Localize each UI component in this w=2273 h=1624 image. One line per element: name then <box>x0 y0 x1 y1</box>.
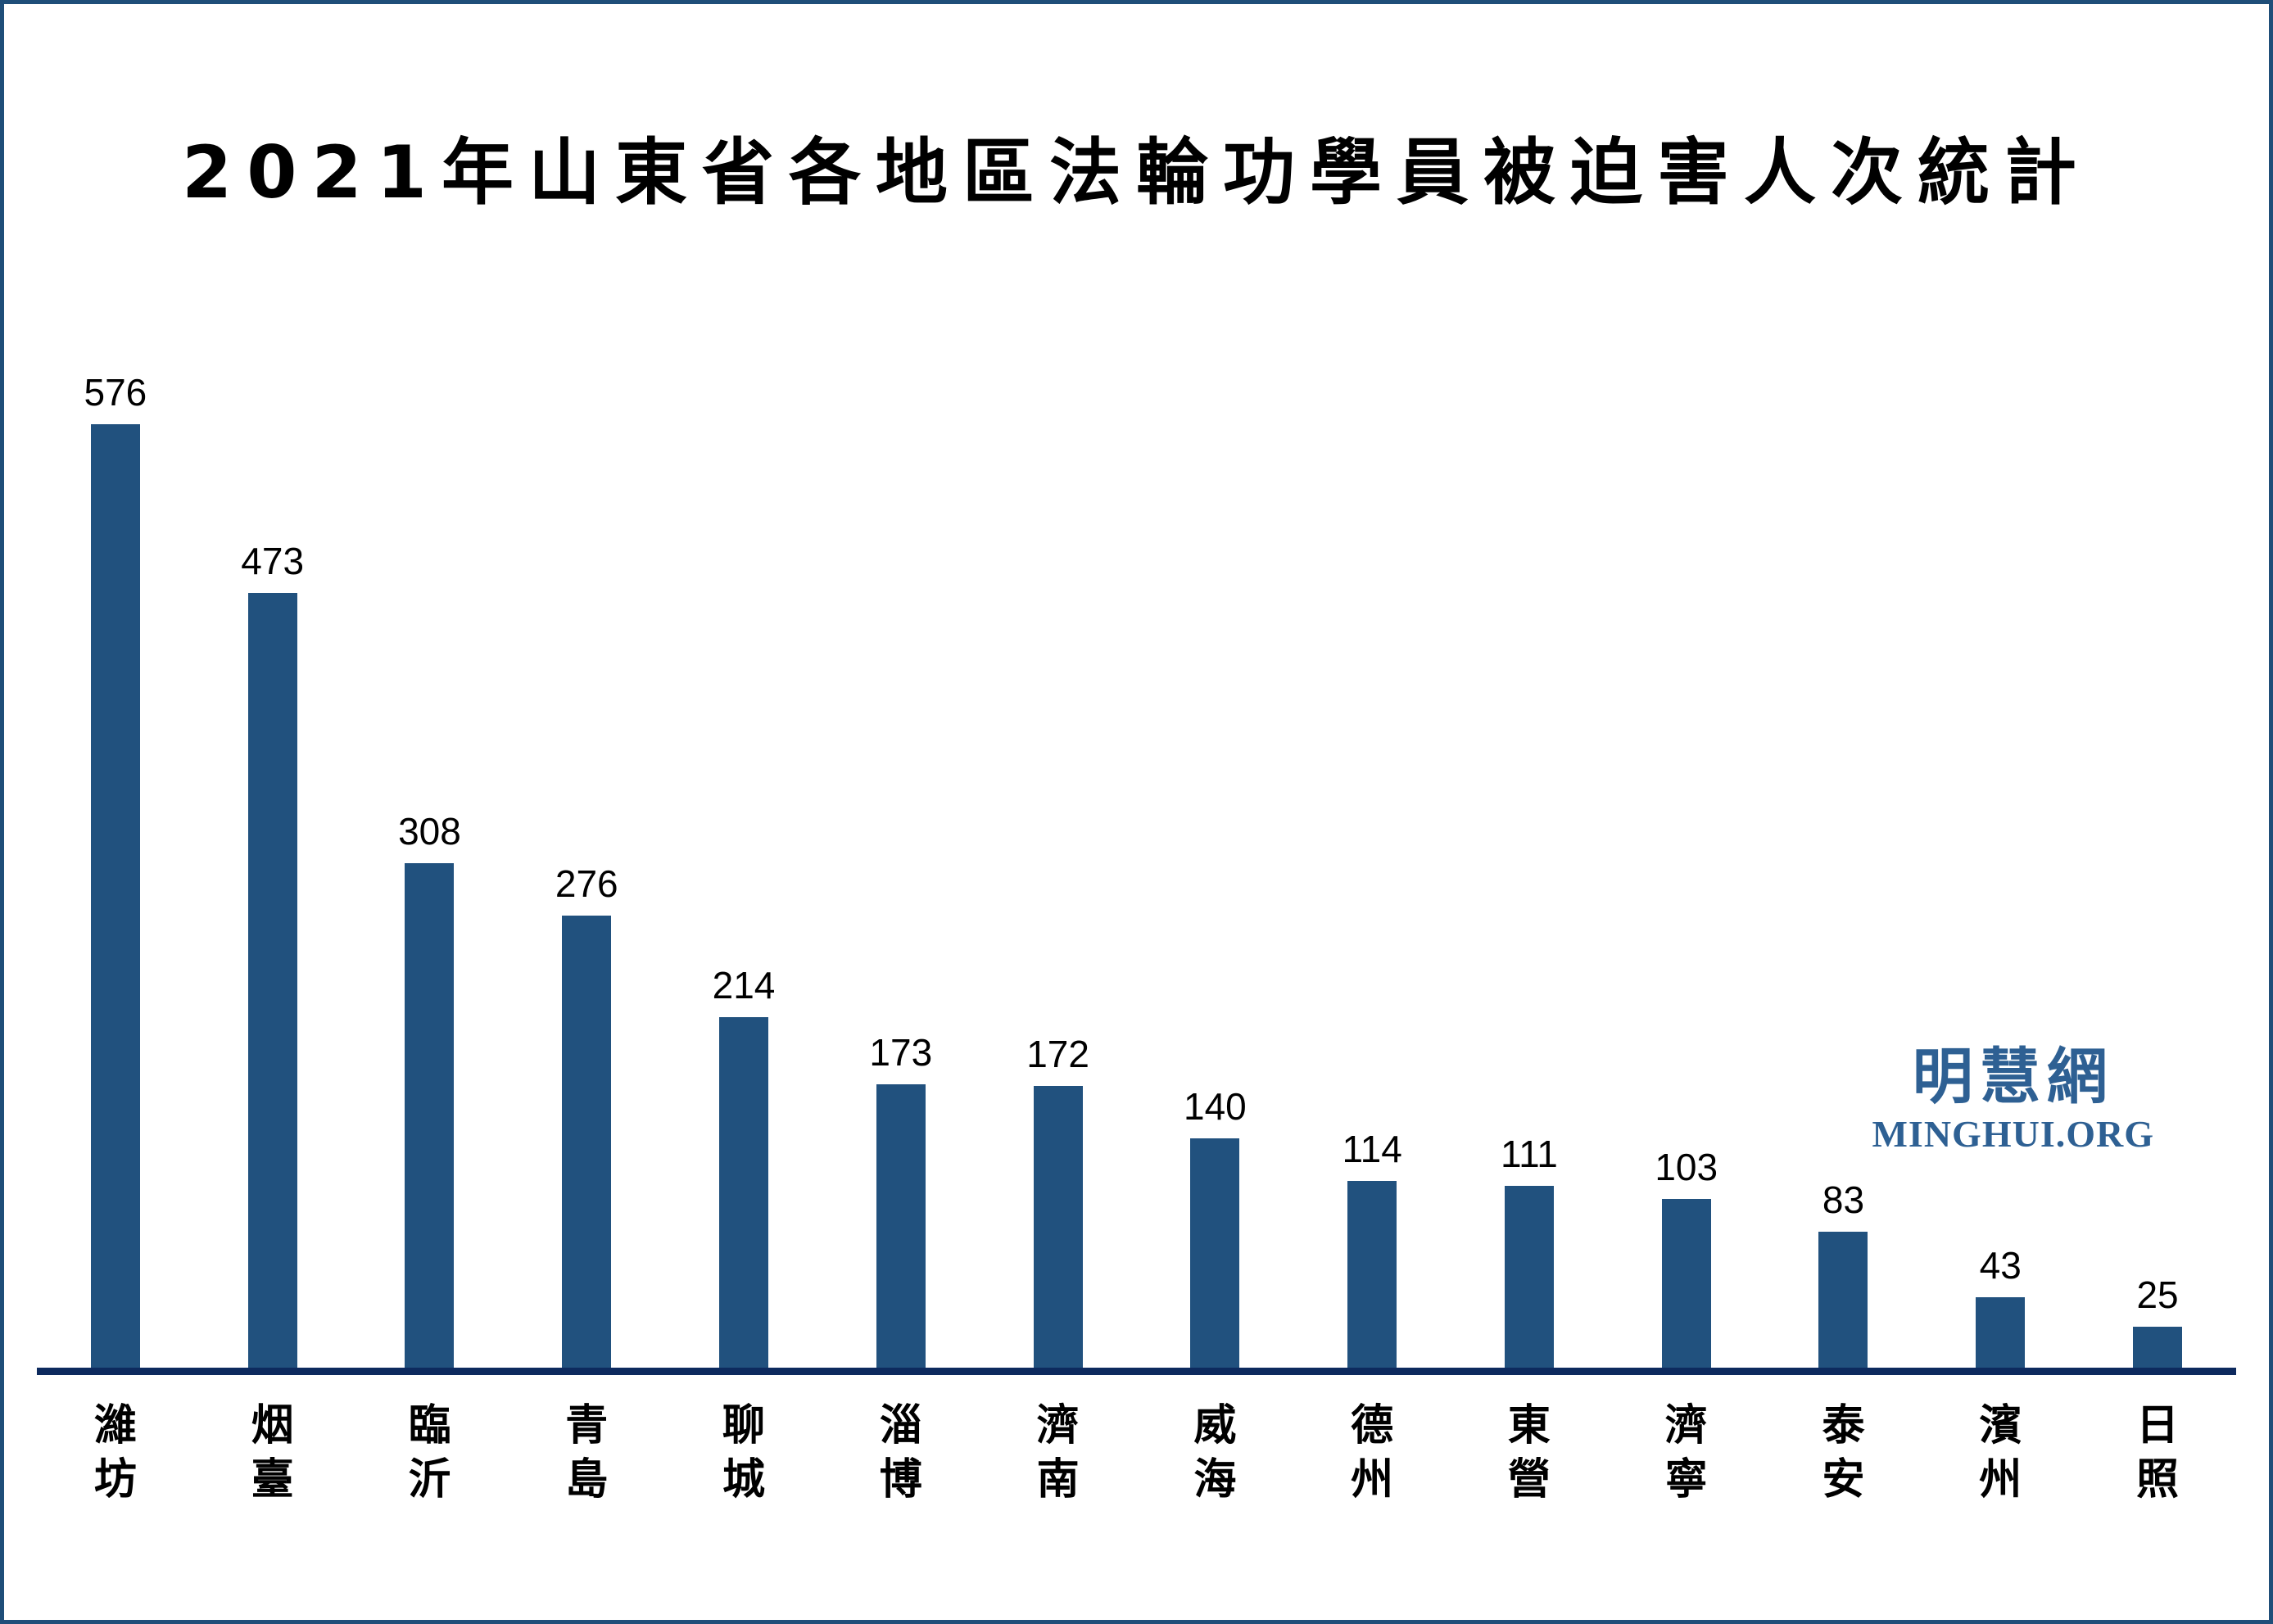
bar-value-label: 114 <box>1342 1128 1402 1170</box>
bar <box>719 1017 769 1368</box>
bar-value-label: 308 <box>398 810 461 853</box>
bar-value-label: 214 <box>712 964 776 1007</box>
category-label: 濟 寧 <box>1664 1401 1708 1504</box>
bar-column: 111 <box>1451 1135 1608 1368</box>
bar-value-label: 43 <box>1979 1244 2022 1287</box>
bar-column: 276 <box>508 865 665 1368</box>
category-label: 威 海 <box>1193 1401 1237 1504</box>
x-axis-line <box>37 1368 2236 1375</box>
category-label: 濰 坊 <box>93 1401 137 1504</box>
bar-value-label: 576 <box>84 371 147 414</box>
bar-column: 103 <box>1608 1148 1765 1368</box>
bar <box>247 593 297 1368</box>
bar-column: 114 <box>1293 1130 1451 1368</box>
bar-column: 140 <box>1136 1088 1293 1368</box>
bar <box>1504 1186 1554 1368</box>
bar-column: 473 <box>194 542 351 1368</box>
bar <box>90 424 140 1368</box>
bar <box>1347 1181 1397 1368</box>
bar-column: 308 <box>351 812 509 1368</box>
bar-column: 83 <box>1765 1181 1922 1368</box>
bar-value-label: 111 <box>1500 1133 1558 1175</box>
category-label: 臨 沂 <box>408 1401 451 1504</box>
category-label: 東 營 <box>1507 1401 1551 1504</box>
x-axis-category-labels: 濰 坊烟 臺臨 沂青 島聊 城淄 博濟 南威 海德 州東 營濟 寧泰 安濱 州日… <box>37 1399 2236 1507</box>
bar-chart-plot-area: 576 473 308 276 214 173 172 140 114 111 103 83 43 25 <box>37 373 2236 1368</box>
category-label: 日 照 <box>2136 1401 2180 1504</box>
bar-column: 25 <box>2079 1276 2236 1368</box>
category-label: 德 州 <box>1351 1401 1394 1504</box>
bar-column: 43 <box>1922 1246 2079 1368</box>
minghui-logo-latin: MINGHUI.ORG <box>1872 1113 2154 1155</box>
bar <box>562 916 612 1368</box>
bar <box>876 1084 926 1368</box>
category-label: 烟 臺 <box>251 1401 294 1504</box>
bar-column: 576 <box>37 373 194 1368</box>
bar-value-label: 140 <box>1183 1085 1247 1128</box>
bar <box>405 863 455 1368</box>
minghui-logo: 明慧網 MINGHUI.ORG <box>1872 1047 2155 1153</box>
bar-value-label: 172 <box>1026 1033 1089 1075</box>
category-label: 聊 城 <box>722 1401 766 1504</box>
category-label: 淄 博 <box>879 1401 922 1504</box>
bar-value-label: 276 <box>555 862 618 905</box>
category-label: 泰 安 <box>1822 1401 1865 1504</box>
bar-value-label: 25 <box>2136 1273 2179 1316</box>
chart-title: 2021年山東省各地區法輪功學員被迫害人次統計 <box>182 130 2091 215</box>
minghui-logo-chinese: 明慧網 <box>1912 1042 2114 1112</box>
category-label: 濱 州 <box>1979 1401 2022 1504</box>
bar <box>2133 1327 2183 1368</box>
bar-value-label: 83 <box>1822 1178 1865 1221</box>
bar-column: 172 <box>980 1035 1137 1368</box>
category-label: 青 島 <box>565 1401 609 1504</box>
bar <box>1190 1138 1240 1368</box>
bar-value-label: 173 <box>869 1031 933 1074</box>
bar <box>1033 1086 1083 1368</box>
bar-value-label: 473 <box>241 540 305 582</box>
bar <box>1661 1199 1711 1368</box>
bar-column: 173 <box>822 1034 980 1368</box>
category-label: 濟 南 <box>1036 1401 1080 1504</box>
bar <box>1818 1232 1868 1368</box>
bar-column: 214 <box>665 966 822 1368</box>
bar <box>1976 1297 2026 1368</box>
bar-value-label: 103 <box>1655 1146 1718 1188</box>
